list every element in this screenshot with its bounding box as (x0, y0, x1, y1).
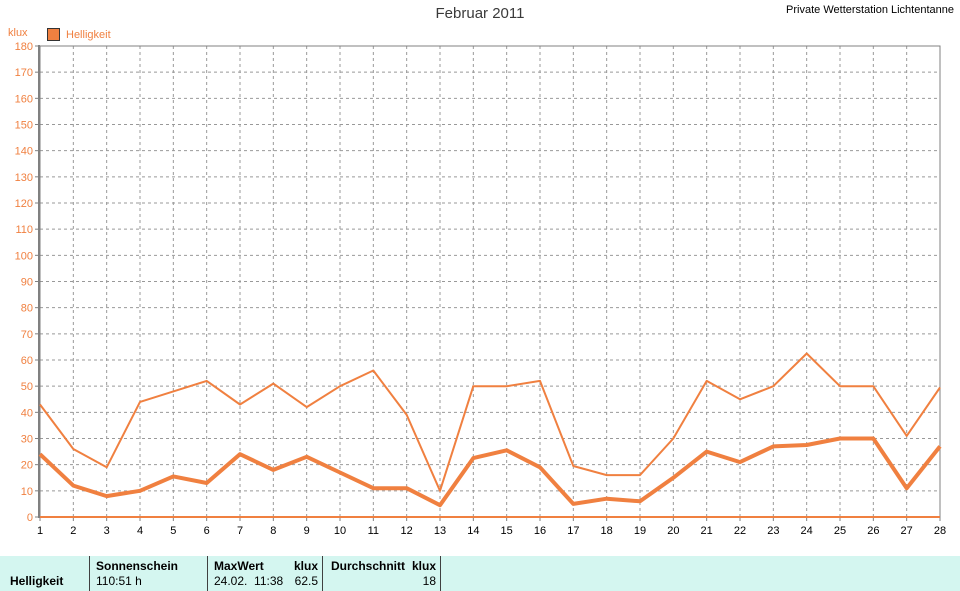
y-tick-label: 50 (21, 381, 33, 393)
station-name: Private Wetterstation Lichtentanne (786, 4, 954, 16)
helligkeit-legend-swatch-icon (47, 28, 60, 41)
x-tick-label: 26 (867, 525, 879, 537)
table-col-sonnenschein: Sonnenschein 110:51 h (89, 556, 207, 591)
helligkeit-legend-label: Helligkeit (66, 28, 111, 41)
table-header-empty (10, 559, 85, 574)
y-tick-label: 40 (21, 407, 33, 419)
y-tick-label: 0 (27, 512, 33, 524)
x-tick-label: 1 (37, 525, 43, 537)
x-tick-label: 18 (601, 525, 613, 537)
x-tick-label: 19 (634, 525, 646, 537)
durchschnitt-value-number: 18 (422, 574, 436, 588)
table-col-durchschnitt: Durchschnitt klux 18 (322, 556, 440, 591)
y-tick-label: 90 (21, 277, 33, 289)
y-tick-label: 170 (15, 67, 33, 79)
maxwert-value-datetime: 24.02. 11:38 (214, 574, 284, 588)
y-tick-label: 10 (21, 486, 33, 498)
y-tick-label: 100 (15, 250, 33, 262)
x-tick-label: 16 (534, 525, 546, 537)
x-tick-label: 27 (901, 525, 913, 537)
y-tick-label: 140 (15, 146, 33, 158)
summary-table: Helligkeit Sonnenschein 110:51 h MaxWert… (0, 556, 960, 591)
y-tick-label: 130 (15, 172, 33, 184)
y-tick-label: 70 (21, 329, 33, 341)
table-col-maxwert: MaxWert klux 24.02. 11:38 62.5 (207, 556, 322, 591)
y-tick-label: 180 (15, 41, 33, 53)
page-title: Februar 2011 (435, 5, 525, 22)
x-tick-label: 20 (667, 525, 679, 537)
y-tick-label: 150 (15, 120, 33, 132)
x-tick-label: 10 (334, 525, 346, 537)
table-row-label: Helligkeit (10, 574, 64, 588)
x-tick-label: 7 (237, 525, 243, 537)
maxwert-header-unit: klux (293, 559, 318, 573)
x-tick-label: 5 (170, 525, 176, 537)
y-tick-label: 20 (21, 460, 33, 472)
x-tick-label: 12 (401, 525, 413, 537)
x-tick-label: 9 (304, 525, 310, 537)
y-tick-label: 160 (15, 93, 33, 105)
y-tick-label: 80 (21, 303, 33, 315)
x-tick-label: 23 (767, 525, 779, 537)
y-tick-label: 60 (21, 355, 33, 367)
brightness-line-chart: 0102030405060708090100110120130140150160… (15, 41, 946, 537)
x-tick-label: 2 (70, 525, 76, 537)
x-tick-label: 22 (734, 525, 746, 537)
x-tick-label: 4 (137, 525, 143, 537)
maxwert-value-number: 62.5 (294, 574, 318, 588)
series-helligkeit-tagesmittel (38, 436, 942, 508)
x-tick-label: 13 (434, 525, 446, 537)
maxwert-value: 24.02. 11:38 62.5 (214, 574, 318, 589)
x-tick-label: 15 (501, 525, 513, 537)
y-tick-label: 120 (15, 198, 33, 210)
x-tick-label: 24 (801, 525, 813, 537)
chart-legend: Helligkeit (47, 28, 111, 41)
x-tick-label: 3 (104, 525, 110, 537)
x-tick-label: 11 (368, 525, 379, 537)
durchschnitt-header-unit: klux (411, 559, 436, 573)
durchschnitt-header: Durchschnitt klux (331, 559, 436, 574)
maxwert-header: MaxWert klux (214, 559, 318, 574)
durchschnitt-value: 18 (331, 574, 436, 589)
series-helligkeit-tagesmaximum (39, 352, 941, 492)
sonnenschein-value: 110:51 h (96, 574, 142, 588)
y-tick-label: 30 (21, 434, 33, 446)
x-tick-label: 14 (467, 525, 479, 537)
durchschnitt-header-label: Durchschnitt (331, 559, 406, 573)
maxwert-header-label: MaxWert (214, 559, 264, 573)
table-col-rowlabel: Helligkeit (0, 556, 89, 591)
y-tick-label: 110 (15, 224, 33, 236)
x-tick-label: 6 (204, 525, 210, 537)
x-tick-label: 28 (934, 525, 946, 537)
x-tick-label: 25 (834, 525, 846, 537)
x-tick-label: 21 (701, 525, 713, 537)
y-axis-unit-label: klux (8, 27, 28, 39)
sonnenschein-header: Sonnenschein (96, 559, 179, 573)
x-tick-label: 8 (270, 525, 276, 537)
table-col-empty (440, 556, 960, 591)
x-tick-label: 17 (567, 525, 579, 537)
